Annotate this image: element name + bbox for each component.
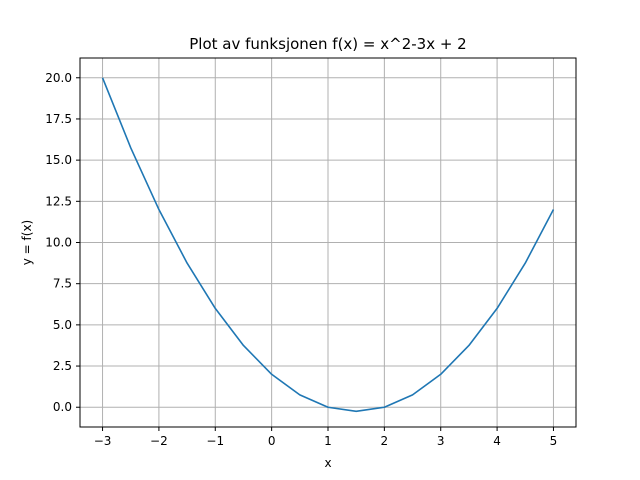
y-tick-label: 20.0 bbox=[45, 71, 72, 85]
y-tick-label: 7.5 bbox=[53, 277, 72, 291]
x-tick-label: −3 bbox=[94, 434, 112, 448]
x-tick-label: 0 bbox=[268, 434, 276, 448]
x-tick-label: −2 bbox=[150, 434, 168, 448]
y-tick-label: 10.0 bbox=[45, 236, 72, 250]
x-tick-label: 2 bbox=[381, 434, 389, 448]
y-tick-label: 17.5 bbox=[45, 112, 72, 126]
x-tick-label: −1 bbox=[206, 434, 224, 448]
x-tick-label: 3 bbox=[437, 434, 445, 448]
y-tick-label: 2.5 bbox=[53, 359, 72, 373]
x-axis-label: x bbox=[324, 456, 331, 470]
grid-layer bbox=[80, 58, 576, 427]
x-tick-label: 5 bbox=[550, 434, 558, 448]
series-layer bbox=[101, 77, 555, 413]
y-tick-label: 0.0 bbox=[53, 400, 72, 414]
y-tick-label: 5.0 bbox=[53, 318, 72, 332]
x-tick-label: 1 bbox=[324, 434, 332, 448]
ticks-layer: −3 −2 −1 0 1 2 3 4 5 0.0 2.5 5.0 7.5 10.0 12.5 15.0 17.5… bbox=[45, 71, 557, 448]
y-tick-label: 12.5 bbox=[45, 194, 72, 208]
series-line bbox=[101, 77, 555, 413]
x-tick-label: 4 bbox=[493, 434, 501, 448]
chart-title: Plot av funksjonen f(x) = x^2-3x + 2 bbox=[189, 35, 466, 53]
y-tick-label: 15.0 bbox=[45, 153, 72, 167]
plot-frame bbox=[79, 57, 577, 428]
y-axis-label: y = f(x) bbox=[20, 220, 34, 265]
